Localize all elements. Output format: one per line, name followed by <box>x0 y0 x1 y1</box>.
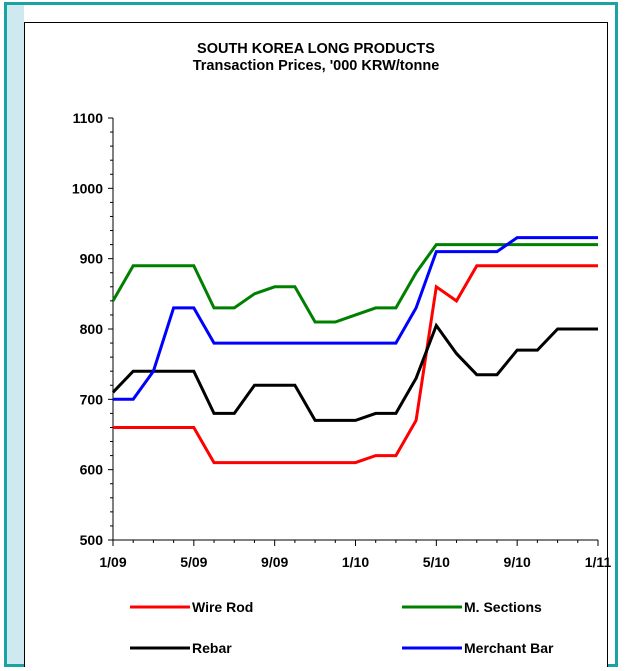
y-tick-label: 1000 <box>72 180 103 196</box>
series-line-m-sections <box>111 243 598 324</box>
y-tick-label: 900 <box>80 251 104 267</box>
chart-subtitle: Transaction Prices, '000 KRW/tonne <box>192 58 440 74</box>
side-band <box>7 5 24 667</box>
legend: Wire Rod M. Sections Rebar Merchant Bar <box>130 599 554 656</box>
y-tick-label: 800 <box>80 321 104 337</box>
y-tick-label: 1100 <box>73 110 104 126</box>
x-tick-label: 5/10 <box>423 554 450 570</box>
series-line-rebar <box>111 322 598 422</box>
y-tick-label: 700 <box>80 391 104 407</box>
x-tick-label: 9/10 <box>504 554 531 570</box>
legend-label-merchant-bar: Merchant Bar <box>464 640 554 656</box>
x-tick-label: 1/09 <box>99 554 126 570</box>
y-tick-label: 500 <box>80 532 104 548</box>
legend-label-rebar: Rebar <box>192 640 232 656</box>
y-tick-label: 600 <box>80 462 104 478</box>
x-tick-label: 1/10 <box>342 554 369 570</box>
x-tick-label: 5/09 <box>180 554 207 570</box>
series-line-wire-rod <box>113 264 598 465</box>
series-line-merchant-bar <box>113 236 598 401</box>
x-tick-label: 9/09 <box>261 554 288 570</box>
legend-label-wire-rod: Wire Rod <box>192 599 253 615</box>
series-layer <box>111 236 598 465</box>
chart-title: SOUTH KOREA LONG PRODUCTS <box>197 41 435 57</box>
axes: 1100 1000 900 800 700 600 500 1/09 5/09 9/09 1/10 5… <box>72 110 612 570</box>
legend-label-m-sections: M. Sections <box>464 599 542 615</box>
x-tick-label: 1/11 <box>585 554 612 570</box>
